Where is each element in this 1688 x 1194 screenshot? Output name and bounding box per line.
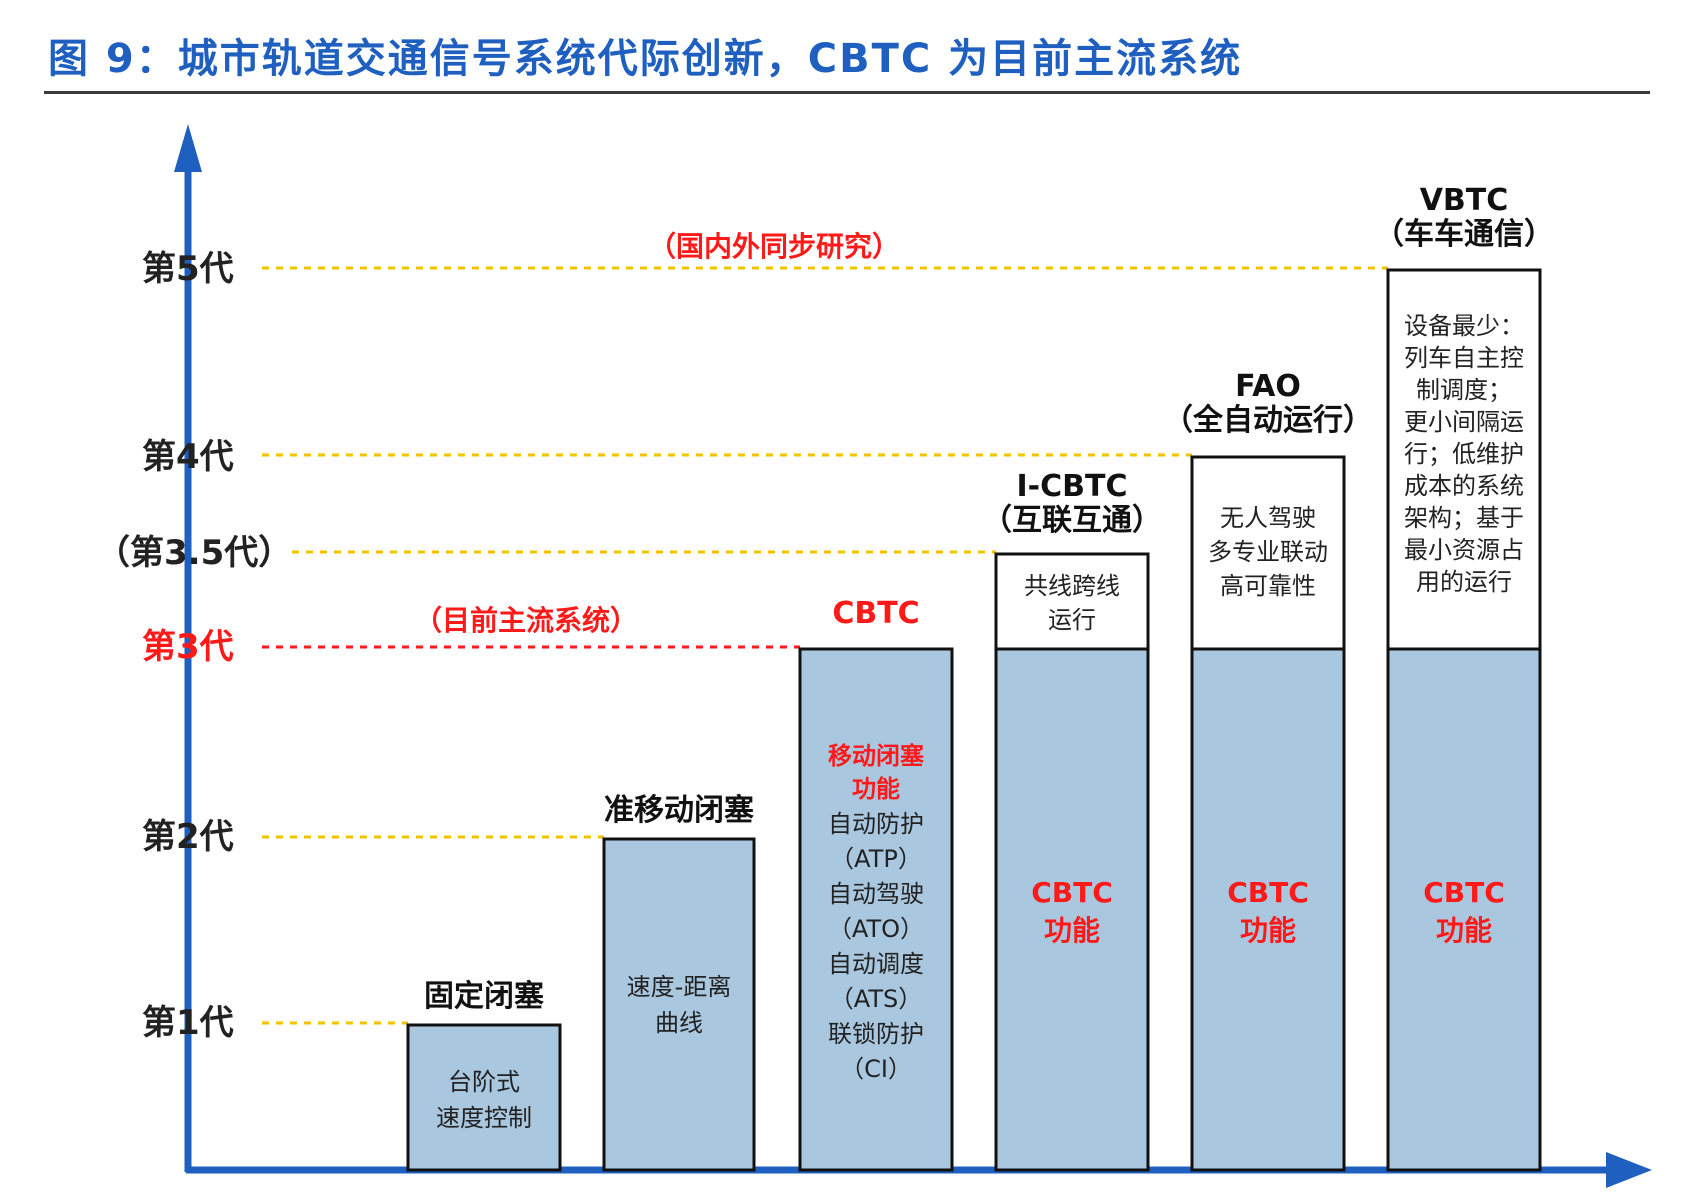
bar-gen2-line-2: 曲线: [655, 1009, 703, 1037]
bar-gen5-top-line-7: 架构；基于: [1404, 504, 1524, 532]
bar-gen35-top: [994, 552, 1150, 651]
y-axis-arrow-icon: [174, 124, 202, 172]
level-label-gen3: 第3代: [142, 627, 234, 667]
bar-gen5-base: [1386, 647, 1542, 1172]
bar-gen5-base-line-2: 功能: [1436, 914, 1492, 947]
bar-gen4-top-line-2: 多专业联动: [1208, 538, 1328, 566]
bar-gen3-line-6: （ATS）: [830, 985, 922, 1013]
bar-gen5-top-line-2: 列车自主控: [1404, 344, 1524, 372]
note-research: （国内外同步研究）: [648, 230, 900, 263]
bar-gen4-base-line-1: CBTC: [1227, 876, 1309, 909]
bar-gen35-caption: I-CBTC: [1017, 469, 1128, 504]
bar-gen1-line-1: 台阶式: [448, 1068, 520, 1096]
bar-gen3-red-line-1: 移动闭塞: [828, 742, 924, 770]
bar-gen4-top: [1190, 455, 1346, 651]
bar-gen3-line-2: （ATP）: [830, 845, 922, 873]
bar-gen35-base: [994, 647, 1150, 1172]
bar-gen35-base-line-1: CBTC: [1031, 876, 1113, 909]
figure-title: 图 9：城市轨道交通信号系统代际创新，CBTC 为目前主流系统: [48, 36, 1243, 82]
bar-gen5-top-line-8: 最小资源占: [1404, 536, 1524, 564]
bar-gen3-line-7: 联锁防护: [828, 1020, 924, 1048]
bar-gen35-caption2: （互联互通）: [982, 503, 1162, 538]
bar-gen3-caption: CBTC: [832, 596, 919, 631]
bar-gen35-top-line-1: 共线跨线: [1024, 572, 1120, 600]
bar-gen4-base: [1190, 647, 1346, 1172]
bar-gen5-base-line-1: CBTC: [1423, 876, 1505, 909]
title-rule: [44, 91, 1650, 94]
level-label-gen35: （第3.5代）: [96, 533, 292, 573]
level-label-gen5: 第5代: [142, 249, 234, 289]
x-axis-arrow-icon: [1606, 1152, 1652, 1188]
bar-gen1-caption: 固定闭塞: [424, 979, 544, 1014]
bar-gen5-top-line-9: 用的运行: [1416, 568, 1512, 596]
bar-gen2-caption: 准移动闭塞: [604, 793, 754, 828]
bar-gen4-top-line-1: 无人驾驶: [1220, 504, 1316, 532]
bar-gen3-line-1: 自动防护: [828, 810, 924, 838]
level-label-gen4: 第4代: [142, 437, 234, 477]
bar-gen4-caption2: （全自动运行）: [1163, 403, 1373, 438]
bar-gen1-line-2: 速度控制: [436, 1104, 532, 1132]
bar-gen35-base-line-2: 功能: [1044, 914, 1100, 947]
bar-gen3-line-5: 自动调度: [828, 950, 924, 978]
bar-gen3-red-line-2: 功能: [852, 775, 900, 803]
bar-gen2: [602, 837, 756, 1172]
bar-gen2-line-1: 速度-距离: [627, 973, 732, 1001]
note-mainstream: （目前主流系统）: [414, 604, 638, 637]
bar-gen5-top-line-3: 制调度；: [1416, 376, 1512, 404]
level-label-gen1: 第1代: [142, 1003, 234, 1043]
bar-gen4-caption: FAO: [1235, 369, 1301, 404]
level-label-gen2: 第2代: [142, 817, 234, 857]
bar-gen3-line-3: 自动驾驶: [828, 880, 924, 908]
bar-gen5-caption: VBTC: [1420, 183, 1509, 218]
bar-gen5-top: [1386, 268, 1542, 651]
bar-gen5-caption2: （车车通信）: [1374, 217, 1554, 252]
bar-gen5-top-line-1: 设备最少：: [1404, 312, 1524, 340]
bar-gen3-line-8: （CI）: [840, 1055, 912, 1083]
bar-gen3-line-4: （ATO）: [828, 915, 924, 943]
bar-gen4-base-line-2: 功能: [1240, 914, 1296, 947]
bar-gen5-top-line-6: 成本的系统: [1404, 472, 1524, 500]
bar-gen1: [406, 1023, 562, 1172]
bar-gen5-top-line-4: 更小间隔运: [1404, 408, 1524, 436]
bar-gen5-top-line-5: 行；低维护: [1404, 440, 1524, 468]
bar-gen3: [798, 647, 954, 1172]
bar-gen35-top-line-2: 运行: [1048, 606, 1096, 634]
bar-gen4-top-line-3: 高可靠性: [1220, 572, 1316, 600]
